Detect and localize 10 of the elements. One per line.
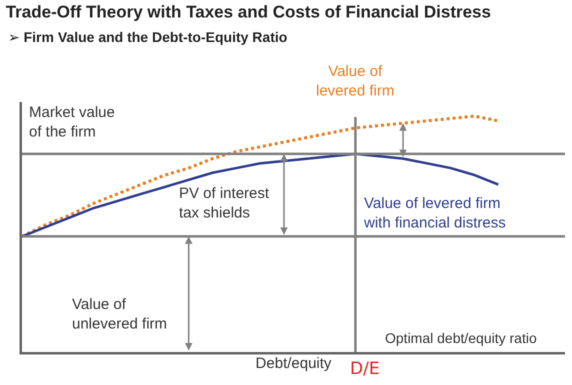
annotation: PV of interest tax shields	[179, 185, 270, 222]
y-axis-title: Market value of the firm	[29, 104, 115, 140]
x-axis-title: Debt/equity	[256, 354, 332, 372]
series-label: Value of levered firm with financial distress	[363, 195, 506, 232]
chart-title: Trade-Off Theory with Taxes and Costs of Financial Distress	[6, 2, 491, 22]
text: D/E	[350, 359, 380, 379]
series-label: Value of levered firm	[316, 63, 394, 100]
chart-subtitle: ➢ Firm Value and the Debt-to-Equity Ratio	[8, 29, 288, 45]
annotation: Value of unlevered firm	[72, 296, 168, 332]
annotation: Optimal debt/equity ratio	[385, 330, 537, 346]
